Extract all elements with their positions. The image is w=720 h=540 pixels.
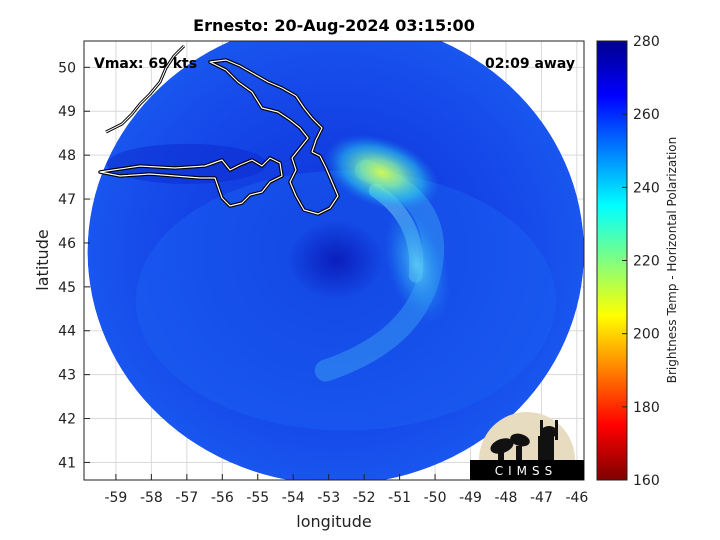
x-tick-label: -50 bbox=[424, 490, 447, 506]
cimss-logo: CIMSS bbox=[470, 412, 584, 480]
cimss-logo-text: CIMSS bbox=[495, 464, 558, 478]
colorbar-tick-label: 260 bbox=[633, 107, 660, 123]
x-tick-label: -46 bbox=[565, 490, 588, 506]
colorbar-tick-label: 240 bbox=[633, 180, 660, 196]
x-tick-label: -52 bbox=[353, 490, 376, 506]
x-tick-label: -59 bbox=[104, 490, 127, 506]
chart-title: Ernesto: 20-Aug-2024 03:15:00 bbox=[193, 16, 475, 35]
x-axis-ticks: -59 -58 -57 -56 -55 -54 -53 -52 -51 -50 -49 -48 -47-… bbox=[104, 474, 588, 506]
x-tick-label: -56 bbox=[211, 490, 234, 506]
x-tick-label: -53 bbox=[317, 490, 340, 506]
y-tick-label: 44 bbox=[58, 324, 76, 340]
x-tick-label: -51 bbox=[388, 490, 411, 506]
plot-frame bbox=[83, 40, 585, 481]
y-tick-label: 47 bbox=[58, 192, 76, 208]
y-tick-label: 42 bbox=[58, 412, 76, 428]
x-tick-label: -58 bbox=[140, 490, 163, 506]
time-away-annotation: 02:09 away bbox=[485, 56, 575, 72]
y-tick-label: 50 bbox=[58, 60, 76, 76]
x-axis-label: longitude bbox=[296, 512, 371, 531]
vmax-annotation: Vmax: 69 kts bbox=[94, 56, 197, 72]
colorbar-ticks: 160 180 200 220 240 260 280 bbox=[622, 34, 660, 489]
x-tick-label: -55 bbox=[246, 490, 269, 506]
x-tick-label: -49 bbox=[459, 490, 482, 506]
colorbar-tick-label: 180 bbox=[633, 400, 660, 416]
warm-band bbox=[324, 134, 440, 211]
y-tick-label: 46 bbox=[58, 236, 76, 252]
colorbar-tick-label: 160 bbox=[633, 473, 660, 489]
colorbar-tick-label: 280 bbox=[633, 34, 660, 50]
outer-rainband bbox=[135, 170, 556, 431]
storm-core bbox=[287, 220, 384, 301]
y-tick-label: 48 bbox=[58, 148, 76, 164]
colorbar-label: Brightness Temp - Horizontal Polarizatio… bbox=[665, 137, 679, 384]
y-axis-label: latitude bbox=[33, 229, 52, 290]
x-tick-label: -47 bbox=[530, 490, 553, 506]
colorbar-tick-label: 220 bbox=[633, 254, 660, 270]
x-tick-label: -57 bbox=[175, 490, 198, 506]
y-tick-label: 45 bbox=[58, 280, 76, 296]
brightness-temperature-swath bbox=[87, 41, 584, 480]
x-tick-label: -54 bbox=[282, 490, 305, 506]
y-tick-label: 43 bbox=[58, 368, 76, 384]
y-tick-label: 49 bbox=[58, 104, 76, 120]
y-axis-ticks: 41 42 43 44 45 46 47 48 49 50 bbox=[58, 60, 90, 471]
spiral-band-brightening bbox=[384, 206, 451, 324]
coastline-newfoundland bbox=[98, 44, 340, 216]
y-tick-label: 41 bbox=[58, 455, 76, 471]
x-tick-label: -48 bbox=[495, 490, 518, 506]
colorbar-tick-label: 200 bbox=[633, 327, 660, 343]
